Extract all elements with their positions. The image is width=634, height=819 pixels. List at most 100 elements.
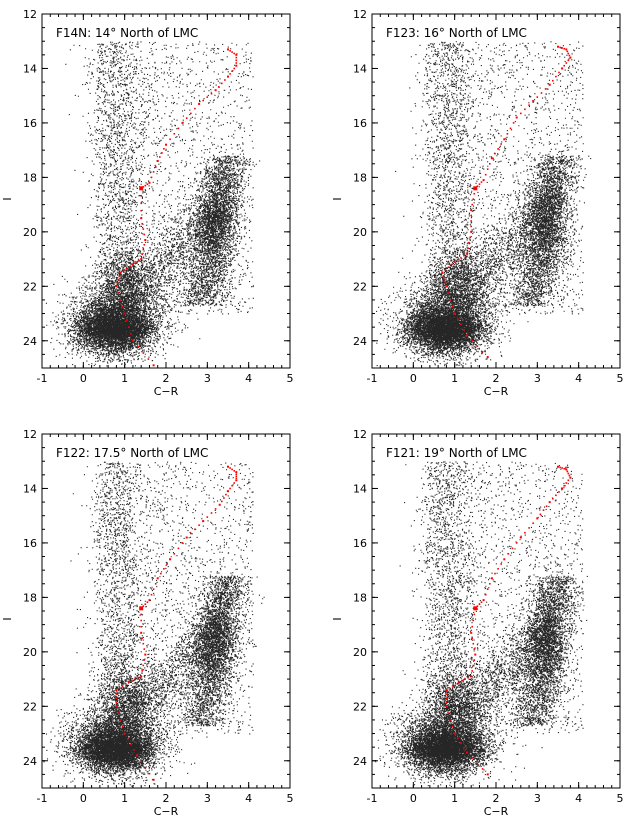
isochrone-point [136,261,138,263]
isochrone-point [545,505,548,507]
red-clump-point [139,186,144,191]
red-clump-point [473,606,478,611]
isochrone-point [481,350,484,353]
isochrone-point [480,181,483,183]
isochrone-point [231,51,233,53]
y-tick-label: 16 [353,537,367,550]
isochrone-point [190,112,192,115]
isochrone-point [474,653,477,656]
x-tick-label: 3 [534,372,541,385]
isochrone-point [476,605,479,607]
isochrone-point [472,664,475,667]
isochrone-point [225,493,227,496]
x-axis-label: C−R [484,805,509,818]
isochrone-point [229,50,231,52]
isochrone-point [566,50,569,53]
isochrone-point [457,259,459,261]
isochrone-point [490,157,493,160]
isochrone-point [146,601,149,603]
isochrone-point [470,225,472,228]
isochrone-point [165,143,167,146]
y-tick-label: 18 [23,591,37,604]
y-tick-label: 12 [353,428,367,441]
isochrone-point [472,198,475,200]
isochrone-point [115,705,118,708]
isochrone-point [548,501,551,504]
isochrone-point [568,54,571,57]
isochrone-point [444,269,447,271]
x-tick-label: 1 [451,372,458,385]
isochrone-point [140,613,142,616]
isochrone-point [125,267,128,270]
isochrone-point [457,318,459,320]
x-axis-label: C−R [154,385,179,398]
isochrone-point [472,619,475,622]
isochrone-point [448,687,451,689]
isochrone-point [536,517,539,520]
isochrone-point [567,479,570,482]
x-tick-label: 2 [163,792,170,805]
isochrone-point [235,479,238,482]
y-tick-label: 16 [23,117,37,130]
isochrone-point [565,62,568,64]
isochrone-point [125,319,128,322]
isochrone-point [470,675,473,678]
y-axis-label: I [331,197,344,200]
x-tick-label: 5 [287,792,294,805]
isochrone-point [210,512,213,514]
panel-title: F122: 17.5° North of LMC [56,446,208,460]
isochrone-point [214,89,217,92]
isochrone-point [231,70,233,72]
isochrone-point [148,181,151,184]
isochrone-point [470,220,472,222]
isochrone-point [218,503,221,506]
isochrone-point [461,679,463,682]
x-tick-label: -1 [37,792,48,805]
x-axis-label: C−R [484,385,509,398]
isochrone-point [449,719,452,721]
isochrone-point [471,340,473,342]
isochrone-point [515,542,518,544]
isochrone-point [142,248,145,251]
isochrone-point [486,356,489,359]
x-tick-label: 4 [575,372,582,385]
isochrone-point [515,116,518,119]
stellar-points [45,41,261,367]
x-tick-label: 4 [245,792,252,805]
isochrone-point [466,751,469,754]
isochrone-point [124,683,127,685]
isochrone-point [214,508,217,510]
isochrone-point [565,468,568,471]
isochrone-point [568,474,571,477]
isochrone-point [561,47,563,49]
isochrone-point [524,531,526,534]
isochrone-point [198,524,200,526]
y-tick-label: 24 [353,755,367,768]
x-tick-label: 4 [245,372,252,385]
isochrone-point [210,92,213,95]
isochrone-point [140,760,142,763]
isochrone-point [150,176,153,179]
isochrone-point [555,494,557,497]
isochrone-point [131,339,134,342]
isochrone-point [121,725,124,728]
isochrone-point [144,603,147,605]
x-tick-label: 3 [204,792,211,805]
plot-frame [371,433,621,789]
isochrone-point [140,209,142,212]
isochrone-point [519,536,522,539]
isochrone-point [235,59,238,62]
isochrone-point [497,148,499,150]
x-axis-label: C−R [154,805,179,818]
isochrone-point [445,705,448,708]
isochrone-point [117,712,120,714]
isochrone-point [532,522,534,524]
x-tick-label: 3 [204,372,211,385]
isochrone-point [142,352,145,354]
isochrone-point [156,577,159,580]
isochrone-point [506,133,509,135]
isochrone-point [185,536,188,539]
isochrone-point [144,653,147,656]
isochrone-point [116,282,119,284]
